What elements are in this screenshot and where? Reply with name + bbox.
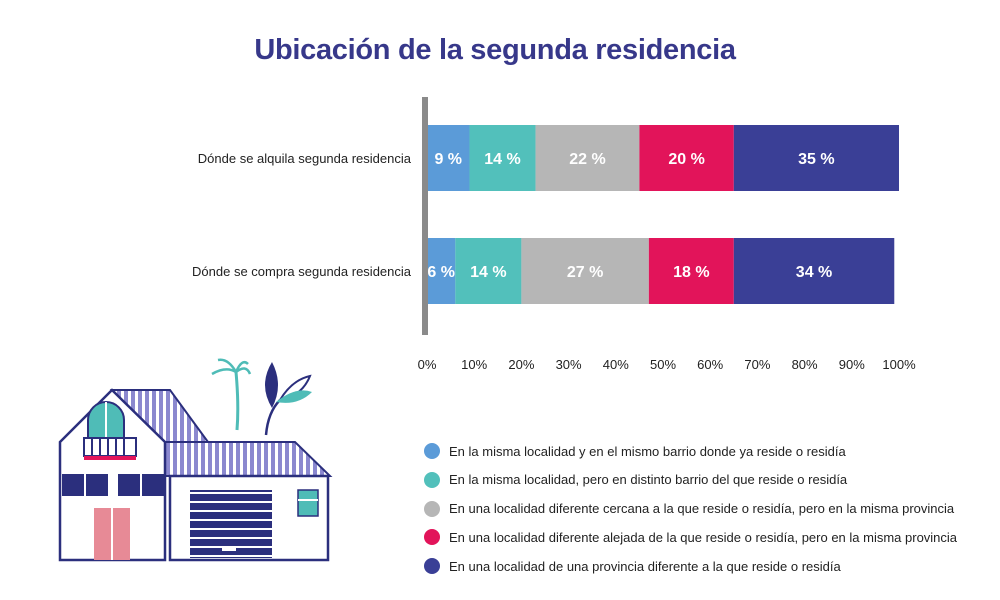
bar-segment [639, 125, 734, 191]
chart-legend: En la misma localidad y en el mismo barr… [424, 440, 984, 584]
data-label: 27 % [567, 264, 603, 281]
legend-label: En una localidad diferente cercana a la … [449, 501, 955, 517]
house-illustration [58, 358, 333, 562]
x-tick-label: 100% [882, 357, 916, 372]
x-tick-label: 20% [508, 357, 534, 372]
data-label: 20 % [668, 151, 704, 168]
data-label: 9 % [434, 151, 462, 168]
bar-segment [427, 125, 470, 191]
category-label: Dónde se compra segunda residencia [192, 264, 412, 279]
bar-segment [469, 125, 536, 191]
bar-segment [427, 238, 456, 304]
data-label: 35 % [798, 151, 834, 168]
legend-swatch [424, 500, 440, 517]
chart-title: Ubicación de la segunda residencia [254, 34, 736, 66]
x-tick-label: 80% [792, 357, 818, 372]
legend-item: En una localidad de una provincia difere… [424, 555, 984, 577]
x-tick-label: 60% [697, 357, 723, 372]
legend-label: En la misma localidad y en el mismo barr… [449, 443, 846, 459]
data-label: 18 % [673, 264, 709, 281]
bar-segment [648, 238, 734, 304]
legend-swatch [424, 558, 440, 575]
x-tick-label: 70% [744, 357, 770, 372]
x-tick-label: 30% [556, 357, 582, 372]
data-label: 22 % [569, 151, 605, 168]
x-tick-label: 40% [603, 357, 629, 372]
legend-item: En una localidad diferente cercana a la … [424, 498, 984, 520]
category-label: Dónde se alquila segunda residencia [198, 151, 412, 166]
bar-segment [535, 125, 640, 191]
legend-item: En la misma localidad y en el mismo barr… [424, 440, 984, 462]
legend-swatch [424, 529, 440, 546]
legend-label: En una localidad diferente alejada de la… [449, 529, 958, 545]
x-tick-label: 10% [461, 357, 487, 372]
legend-swatch [424, 471, 440, 488]
legend-item: En una localidad diferente alejada de la… [424, 526, 984, 548]
data-label: 14 % [484, 151, 520, 168]
legend-item: En la misma localidad, pero en distinto … [424, 469, 984, 491]
legend-label: En una localidad de una provincia difere… [449, 558, 841, 574]
x-tick-label: 90% [839, 357, 865, 372]
x-tick-label: 0% [418, 357, 437, 372]
legend-swatch [424, 443, 440, 459]
legend-label: En la misma localidad, pero en distinto … [449, 472, 848, 488]
y-axis-line [422, 97, 428, 335]
bar-segment [455, 238, 522, 304]
data-label: 14 % [470, 264, 506, 281]
data-label: 34 % [796, 264, 832, 281]
data-label: 6 % [427, 264, 455, 281]
x-tick-label: 50% [650, 357, 676, 372]
bar-segment [521, 238, 649, 304]
bar-segment [733, 238, 895, 304]
bar-segment [733, 125, 899, 191]
